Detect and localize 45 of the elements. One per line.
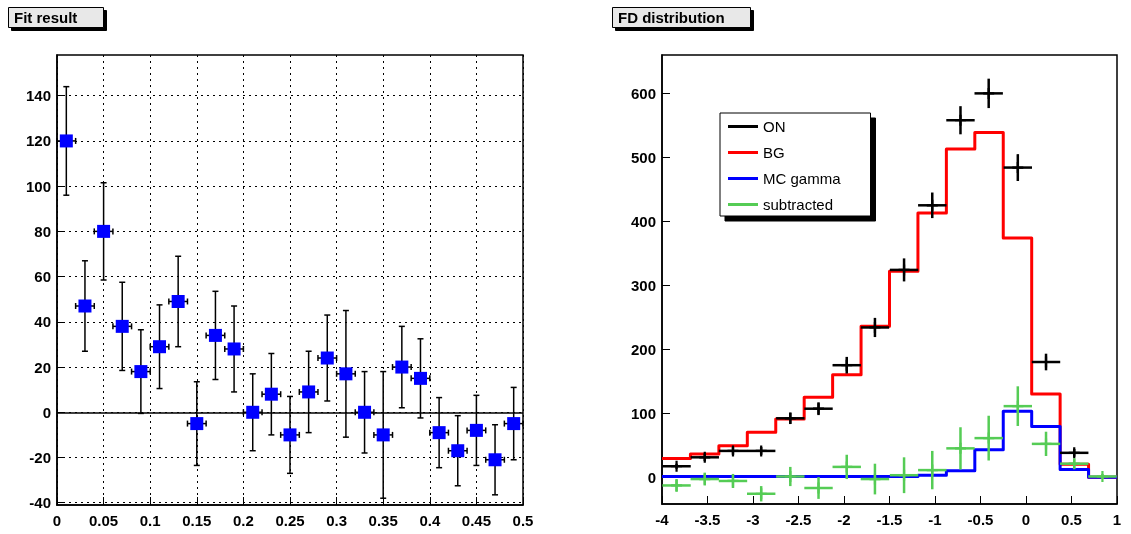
legend-label: MC gamma [763,170,842,187]
x-tick-label: 0.35 [368,512,398,529]
y-tick-label: 140 [25,87,51,105]
y-tick-label: 20 [34,358,51,376]
x-tick-label: -1.5 [876,511,903,528]
x-tick-label: 0.5 [512,512,534,529]
x-tick-label: 0.25 [275,512,305,529]
x-tick-label: 0.2 [232,512,254,529]
legend-label: ON [763,118,786,135]
y-tick-label: 100 [630,404,656,422]
x-tick-label: -0.5 [967,511,994,528]
y-tick-label: 100 [25,177,51,195]
y-tick-label: -40 [29,494,51,512]
x-tick-label: -3 [746,511,760,528]
chart-title: Fit result [14,9,78,26]
x-tick-label: 0.3 [326,512,348,529]
y-tick-label: 80 [34,222,51,240]
x-tick-label: 1 [1112,511,1122,528]
y-tick-label: -20 [29,449,51,467]
y-tick-label: 0 [647,468,656,486]
x-tick-label: 0.4 [419,512,441,529]
y-tick-label: 400 [630,212,656,230]
x-tick-label: -3.5 [694,511,721,528]
x-tick-label: 0.5 [1061,511,1082,528]
legend-label: BG [763,144,785,161]
x-tick-label: 0.45 [461,512,491,529]
x-tick-label: 0.05 [89,512,119,529]
x-tick-label: 0 [1021,511,1031,528]
y-tick-label: 0 [42,403,51,421]
y-tick-label: 40 [34,313,51,331]
legend-label: subtracted [763,196,834,213]
y-tick-label: 600 [630,84,656,102]
x-tick-label: 0.1 [139,512,161,529]
y-tick-label: 60 [34,268,51,286]
y-tick-label: 120 [25,132,51,150]
x-tick-label: -4 [655,511,670,528]
x-tick-label: -2.5 [785,511,812,528]
x-tick-label: -2 [837,511,851,528]
y-tick-label: 300 [630,276,656,294]
chart-title: FD distribution [618,9,725,26]
y-tick-label: 200 [630,340,656,358]
x-tick-label: 0.15 [182,512,212,529]
y-tick-label: 500 [630,148,656,166]
x-tick-label: -1 [928,511,942,528]
x-tick-label: 0 [52,512,62,529]
